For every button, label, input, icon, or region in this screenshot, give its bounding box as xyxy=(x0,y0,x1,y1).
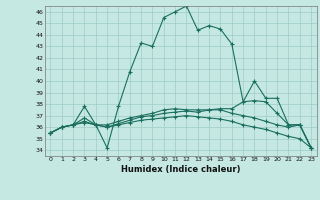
X-axis label: Humidex (Indice chaleur): Humidex (Indice chaleur) xyxy=(121,165,241,174)
